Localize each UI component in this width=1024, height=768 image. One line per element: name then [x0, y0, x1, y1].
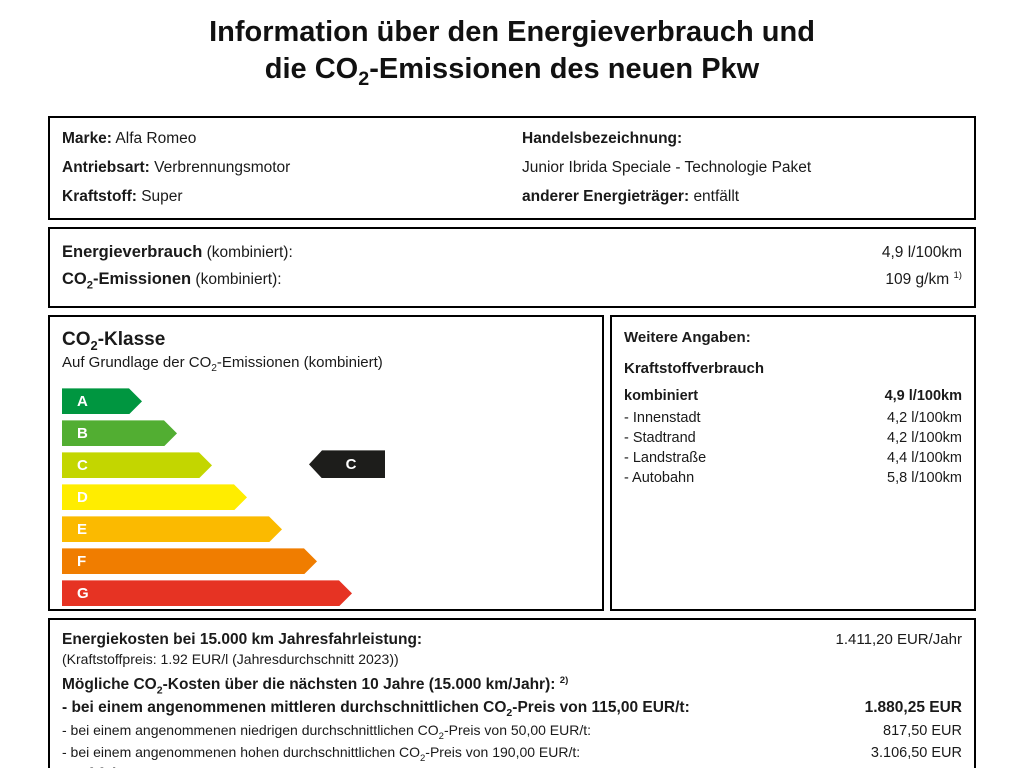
co2-kosten-heading-row: Mögliche CO2-Kosten über die nächsten 10… [62, 674, 569, 696]
fuel-row-innenstadt: - Innenstadt 4,2 l/100km [624, 409, 962, 426]
handelsbezeichnung-label-row: Handelsbezeichnung: [522, 130, 962, 148]
further-details-box: Weitere Angaben: Kraftstoffverbrauch kom… [610, 314, 976, 611]
energieverbrauch-value: 4,9 l/100km [881, 244, 962, 262]
kraftstoff-label: Kraftstoff: [62, 188, 137, 206]
energiekosten-row: Energiekosten bei 15.000 km Jahresfahrle… [62, 630, 962, 648]
co2-class-box: CO2-Klasse Auf Grundlage der CO2-Emissio… [48, 314, 604, 611]
kraftstoffpreis-row: (Kraftstoffpreis: 1.92 EUR/l (Jahresdurc… [62, 651, 399, 668]
co2-emissionen-row: CO2-Emissionen (kombiniert): 109 g/km 1) [62, 270, 962, 291]
energieverbrauch-row: Energieverbrauch (kombiniert): 4,9 l/100… [62, 243, 962, 262]
fuel-row-landstrasse: - Landstraße 4,4 l/100km [624, 449, 962, 466]
co2-kosten-niedrig-row: - bei einem angenommenen niedrigen durch… [62, 721, 962, 742]
title-line-2: die CO2-Emissionen des neuen Pkw [264, 53, 760, 90]
energietraeger-row: anderer Energieträger: entfällt [522, 188, 962, 206]
handelsbezeichnung-value-row: Junior Ibrida Speciale - Technologie Pak… [522, 159, 962, 177]
handelsbezeichnung-value: Junior Ibrida Speciale - Technologie Pak… [522, 159, 812, 177]
co2-kosten-hoch-row: - bei einem angenommenen hohen durchschn… [62, 744, 962, 764]
co2-emissionen-value: 109 g/km 1) [885, 270, 962, 289]
co2-kosten-mittel-row: - bei einem angenommenen mittleren durch… [62, 698, 962, 719]
energietraeger-label: anderer Energieträger: [522, 188, 690, 206]
class-bar-d: D [62, 484, 247, 510]
kraftstoff-value: Super [141, 188, 183, 206]
co2-class-indicator-arrow: C [309, 450, 385, 479]
co2-class-subheading: Auf Grundlage der CO2-Emissionen (kombin… [62, 354, 383, 375]
co2-kosten-hoch-value: 3.106,50 EUR [870, 745, 962, 762]
co2-kosten-niedrig-value: 817,50 EUR [883, 722, 962, 739]
kraftfahrzeugsteuer-row: Kraftfahrzeugsteuer: 52,00 EUR/Jahr [62, 765, 962, 768]
co2-class-heading: CO2-Klasse [62, 328, 166, 353]
costs-box: Energiekosten bei 15.000 km Jahresfahrle… [48, 617, 976, 768]
marke-label: Marke: [62, 130, 112, 148]
antriebsart-value: Verbrennungsmotor [154, 159, 291, 177]
vehicle-info-box: Marke: Alfa Romeo Handelsbezeichnung: An… [48, 116, 976, 221]
kraftstoff-row: Kraftstoff: Super [62, 188, 522, 206]
co2-emissionen-label: CO2-Emissionen (kombiniert): [62, 270, 282, 292]
class-bar-a: A [62, 388, 142, 414]
class-bar-g: G [62, 580, 352, 606]
kraftstoffverbrauch-heading: Kraftstoffverbrauch [624, 359, 765, 377]
antriebsart-row: Antriebsart: Verbrennungsmotor [62, 159, 522, 177]
class-bar-f: F [62, 548, 317, 574]
class-bar-b: B [62, 420, 177, 446]
page-title: Information über den Energieverbrauch un… [48, 14, 976, 92]
title-line-1: Information über den Energieverbrauch un… [209, 16, 815, 48]
co2-class-scale: A B C D E F G C [62, 388, 590, 606]
handelsbezeichnung-label: Handelsbezeichnung: [522, 130, 683, 148]
class-bar-c: C [62, 452, 212, 478]
co2-class-indicator-letter: C [345, 455, 357, 473]
marke-row: Marke: Alfa Romeo [62, 130, 522, 148]
weitere-angaben-heading: Weitere Angaben: [624, 328, 751, 346]
energiekosten-value: 1.411,20 EUR/Jahr [835, 630, 962, 648]
antriebsart-label: Antriebsart: [62, 159, 150, 177]
marke-value: Alfa Romeo [115, 130, 197, 148]
kraftfahrzeugsteuer-value: 52,00 EUR/Jahr [855, 765, 962, 768]
consumption-box: Energieverbrauch (kombiniert): 4,9 l/100… [48, 227, 976, 308]
energietraeger-value: entfällt [693, 188, 740, 206]
fuel-row-stadtrand: - Stadtrand 4,2 l/100km [624, 429, 962, 446]
class-bar-e: E [62, 516, 282, 542]
co2-kosten-mittel-value: 1.880,25 EUR [864, 698, 962, 716]
class-and-details-row: CO2-Klasse Auf Grundlage der CO2-Emissio… [48, 314, 976, 611]
fuel-row-kombiniert: kombiniert 4,9 l/100km [624, 387, 962, 404]
fuel-row-autobahn: - Autobahn 5,8 l/100km [624, 470, 962, 487]
energieverbrauch-label: Energieverbrauch (kombiniert): [62, 243, 293, 262]
